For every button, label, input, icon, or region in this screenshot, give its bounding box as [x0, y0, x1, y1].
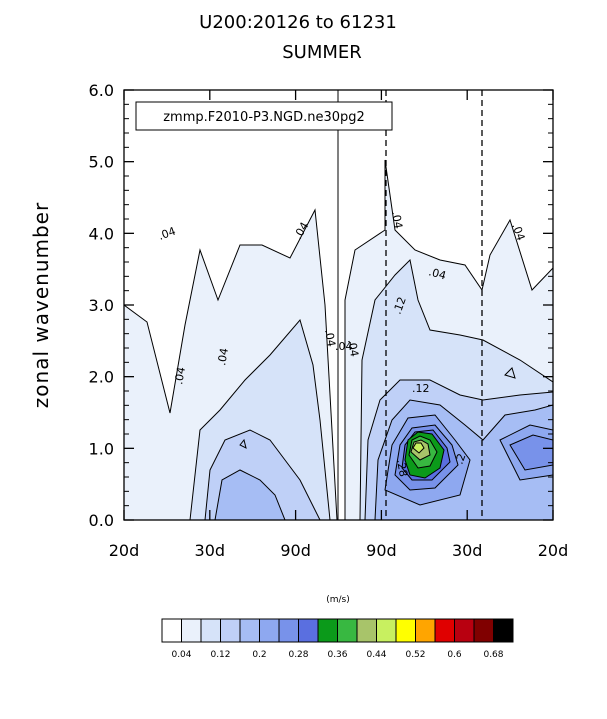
colorbar-label: 0.44 [366, 650, 386, 660]
colorbar-swatch [239, 618, 260, 643]
colorbar-swatch [376, 618, 397, 643]
contour-label: .04 [509, 222, 527, 243]
colorbar-label: 0.6 [447, 650, 462, 660]
contour-label: .12 [412, 382, 430, 395]
contour-fills [124, 159, 553, 520]
y-axis-label: zonal wavenumber [29, 202, 53, 408]
colorbar-label: 0.04 [171, 650, 191, 660]
y-tick-label: 3.0 [89, 296, 114, 315]
x-tick-label: 90d [366, 541, 397, 560]
divider-lines [337, 90, 483, 520]
x-tick-label: 90d [280, 541, 311, 560]
contour-label: .04 [157, 225, 178, 243]
contour-label: .2 [453, 452, 469, 466]
y-tick-label: 6.0 [89, 81, 114, 100]
x-tick-label: 20d [109, 541, 140, 560]
colorbar-swatch [493, 618, 514, 643]
fill-level-11 [412, 442, 425, 454]
colorbar-swatch [317, 618, 338, 643]
colorbar-swatch [454, 618, 475, 643]
fill-level-4 [214, 469, 286, 520]
x-tick-label: 30d [452, 541, 483, 560]
chart-subtitle: SUMMER [282, 42, 362, 63]
contour-label: .04 [427, 265, 447, 282]
colorbar-label: 0.68 [483, 650, 503, 660]
colorbar: 0.04 0.12 0.2 0.28 0.36 0.44 0.52 0.6 0.68 [161, 618, 514, 660]
inset-label: zmmp.F2010-P3.NGD.ne30pg2 [135, 101, 393, 131]
chart-title: U200:20126 to 61231 [199, 12, 397, 33]
small-contour-1 [239, 438, 247, 449]
colorbar-label: 0.2 [252, 650, 266, 660]
colorbar-swatch [181, 618, 202, 643]
colorbar-label: 0.28 [288, 650, 308, 660]
colorbar-swatch [278, 618, 299, 643]
contour-label: .04 [322, 328, 338, 347]
contour-label: .04 [172, 366, 188, 385]
y-tick-label: 4.0 [89, 224, 114, 243]
colorbar-swatch [161, 618, 182, 643]
y-tick-label: 2.0 [89, 368, 114, 387]
colorbar-swatch [473, 618, 494, 643]
x-tick-label: 20d [538, 541, 569, 560]
colorbar-swatch [337, 618, 358, 643]
contour-label: .04 [335, 340, 353, 353]
colorbar-swatch [220, 618, 241, 643]
colorbar-swatch [356, 618, 377, 643]
x-axis: 20d 30d 90d 90d 30d 20d [109, 90, 569, 560]
y-axis: 0.0 1.0 2.0 3.0 4.0 5.0 6.0 [89, 81, 553, 530]
colorbar-swatch [434, 618, 455, 643]
small-contour-2 [504, 367, 516, 379]
contour-label: .04 [215, 347, 231, 366]
colorbar-label: 0.52 [405, 650, 425, 660]
colorbar-swatch [298, 618, 319, 643]
units-label: (m/s) [326, 595, 350, 605]
colorbar-label: 0.12 [210, 650, 230, 660]
colorbar-swatch [200, 618, 221, 643]
contour-label: .04 [345, 338, 361, 357]
colorbar-swatch [395, 618, 416, 643]
inset-label-box [135, 101, 393, 131]
colorbar-swatch [415, 618, 436, 643]
contour-label: .12 [391, 295, 409, 316]
y-tick-label: 5.0 [89, 153, 114, 172]
inset-label-text: zmmp.F2010-P3.NGD.ne30pg2 [163, 110, 365, 125]
colorbar-label: 0.36 [327, 650, 347, 660]
x-tick-label: 30d [195, 541, 226, 560]
contour-label: .04 [389, 210, 405, 229]
colorbar-swatch [259, 618, 280, 643]
contour-label: .28 [394, 458, 410, 477]
y-tick-label: 1.0 [89, 439, 114, 458]
y-tick-label: 0.0 [89, 511, 114, 530]
